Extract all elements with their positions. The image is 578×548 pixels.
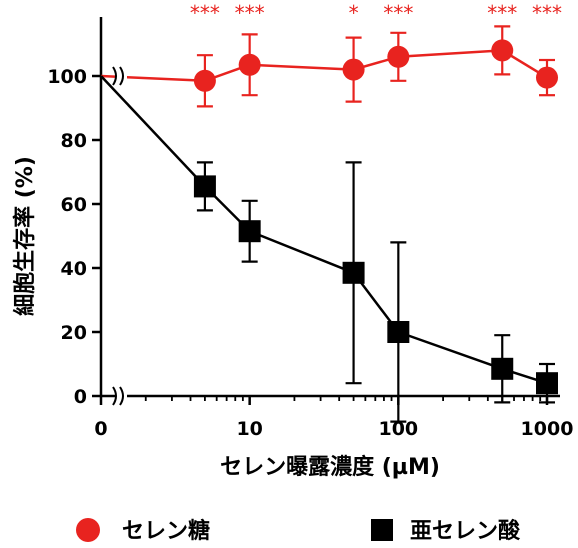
- significance-label: ***: [190, 1, 220, 25]
- series-selenosugar: *** *** * *** *** ***: [100, 1, 562, 108]
- x-tick-label: 100: [378, 418, 418, 440]
- legend-marker-selenite: [371, 519, 393, 541]
- series-break-gap: [115, 67, 127, 85]
- axis-break-gap: [115, 387, 127, 405]
- data-point: [342, 58, 365, 81]
- x-tick-label: 0: [94, 418, 107, 440]
- x-tick-label: 10: [236, 418, 262, 440]
- legend-label-selenite: 亜セレン酸: [410, 519, 521, 544]
- data-point: [387, 45, 410, 68]
- legend-label-selenosugar: セレン糖: [122, 518, 210, 544]
- y-tick-label: 20: [61, 322, 87, 344]
- significance-label: *: [349, 1, 359, 25]
- y-axis-title: 細胞生存率 (%): [12, 156, 38, 316]
- y-tick-label: 0: [74, 386, 87, 408]
- series-line: [100, 75, 548, 385]
- data-point: [491, 39, 514, 62]
- y-tick-label: 80: [61, 130, 87, 152]
- series-break-mark: [119, 66, 124, 86]
- data-point: [238, 53, 261, 76]
- data-point: [193, 69, 216, 92]
- significance-label: ***: [487, 1, 517, 25]
- y-tick-label: 40: [61, 258, 87, 280]
- significance-label: ***: [235, 1, 265, 25]
- axis-break-mark: [119, 386, 124, 406]
- data-point: [536, 66, 558, 89]
- significance-label: ***: [383, 1, 413, 25]
- data-point: [193, 175, 216, 198]
- significance-label: ***: [532, 1, 562, 25]
- labels: セレン曝露濃度 (µM) 細胞生存率 (%): [12, 156, 440, 480]
- data-point: [342, 261, 365, 284]
- y-tick-label: 100: [47, 66, 87, 88]
- legend: セレン糖 亜セレン酸: [76, 518, 521, 544]
- x-tick-label: 1000: [521, 418, 574, 440]
- data-point: [387, 321, 410, 343]
- axis-break-mark: [112, 386, 117, 406]
- data-point: [536, 372, 558, 395]
- data-point: [491, 357, 514, 380]
- series-break-mark: [112, 66, 117, 86]
- series-selenite: [100, 75, 558, 423]
- y-tick-label: 60: [61, 194, 87, 216]
- series-layer: *** *** * *** *** ***: [100, 1, 562, 423]
- data-point: [238, 220, 261, 243]
- legend-marker-selenosugar: [76, 518, 100, 542]
- series-line: [100, 49, 548, 83]
- x-axis-title: セレン曝露濃度 (µM): [220, 454, 440, 480]
